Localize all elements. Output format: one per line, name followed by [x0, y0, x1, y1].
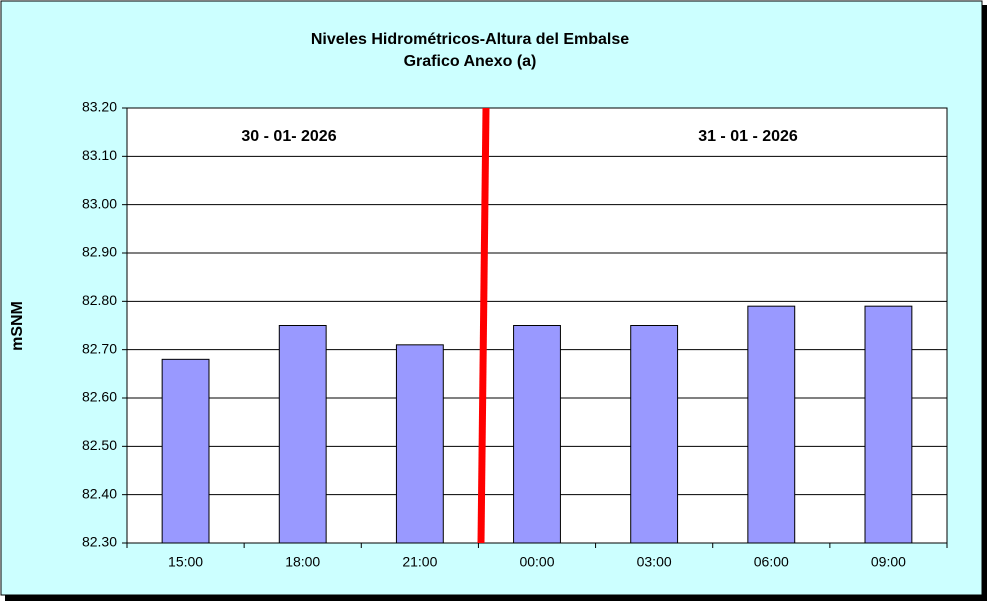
x-tick-label: 06:00: [754, 554, 789, 570]
x-tick-label: 00:00: [519, 554, 554, 570]
bar: [864, 305, 913, 544]
x-tick-label: 03:00: [637, 554, 672, 570]
y-tick-label: 82.30: [82, 534, 117, 550]
y-tick-label: 82.90: [82, 244, 117, 260]
annotation: 31 - 01 - 2026: [698, 128, 798, 145]
y-tick-label: 82.70: [82, 340, 117, 356]
date-divider: [477, 107, 490, 544]
y-tick-label: 83.00: [82, 195, 117, 211]
y-axis-label: mSNM: [9, 301, 26, 351]
x-tick-label: 18:00: [285, 554, 320, 570]
bar: [395, 344, 444, 544]
y-tick-label: 83.20: [82, 99, 117, 115]
bar: [161, 358, 210, 544]
y-tick-label: 83.10: [82, 147, 117, 163]
annotation: 30 - 01- 2026: [241, 128, 336, 145]
bar: [747, 305, 796, 544]
chart-title: Niveles Hidrométricos-Altura del Embalse: [311, 31, 629, 48]
marks: 82.30 82.40 82.50 82.60 82.70 82.80 82.90 83.00…: [82, 99, 948, 570]
y-tick-label: 82.50: [82, 437, 117, 453]
y-tick-label: 82.60: [82, 389, 117, 405]
y-tick-label: 82.80: [82, 292, 117, 308]
bar: [630, 325, 679, 544]
x-tick-label: 21:00: [402, 554, 437, 570]
y-tick-label: 82.40: [82, 485, 117, 501]
x-tick-label: 15:00: [168, 554, 203, 570]
bar: [278, 325, 327, 544]
chart-subtitle: Grafico Anexo (a): [404, 53, 537, 70]
x-tick-label: 09:00: [871, 554, 906, 570]
bar: [513, 325, 561, 544]
